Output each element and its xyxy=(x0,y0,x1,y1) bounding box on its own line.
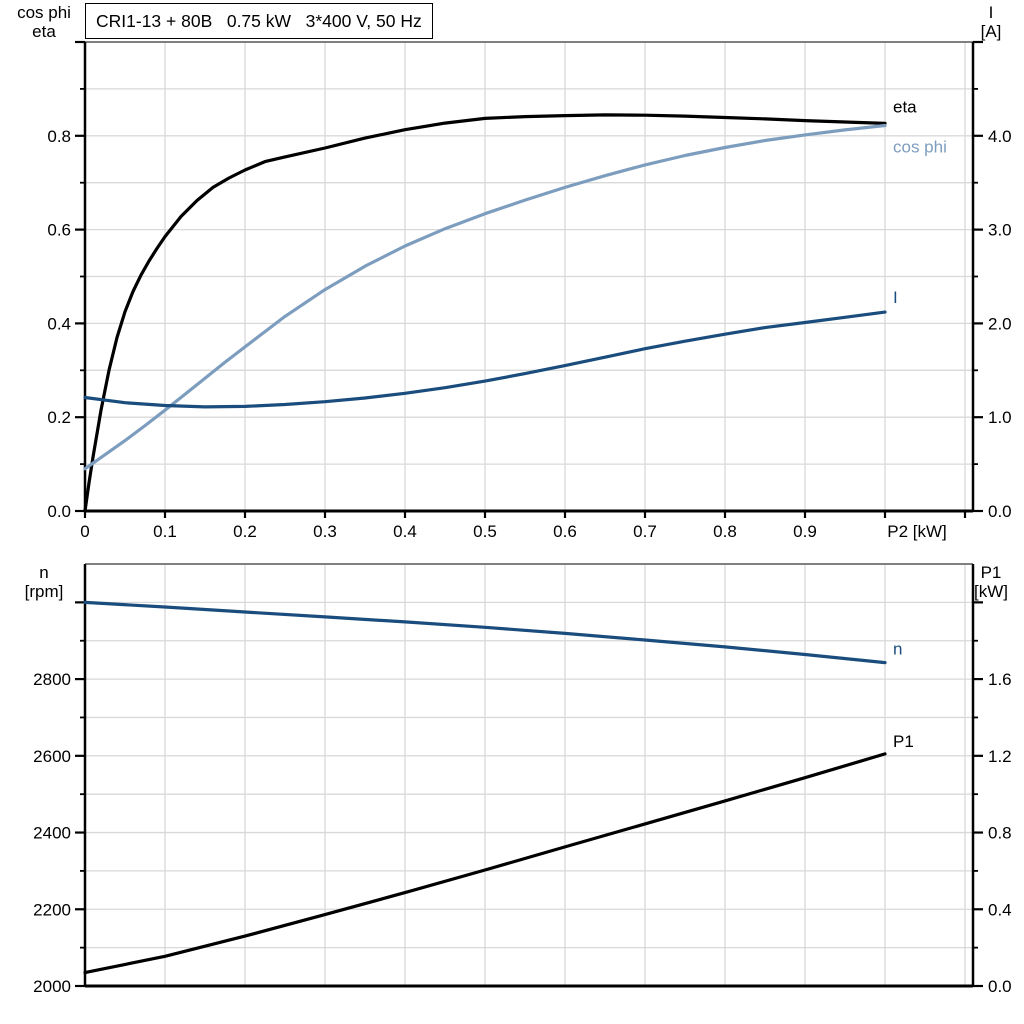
axis-title-line: [kW] xyxy=(974,582,1008,601)
left-axis-tick-label: 2000 xyxy=(33,977,71,996)
bottom-chart-left-axis-title: n [rpm] xyxy=(0,563,88,601)
right-axis-tick-label: 2.0 xyxy=(988,314,1012,333)
right-axis-tick-label: 1.0 xyxy=(988,408,1012,427)
series-label-eta: eta xyxy=(893,97,917,116)
axis-title-line: cos phi xyxy=(17,3,71,22)
right-axis-tick-label: 1.2 xyxy=(988,747,1012,766)
axis-title-line: P1 xyxy=(980,563,1002,582)
x-axis-tick-label: 0.4 xyxy=(393,522,417,541)
x-axis-tick-label: 0.8 xyxy=(713,522,737,541)
left-axis-tick-label: 0.2 xyxy=(47,408,71,427)
x-axis-tick-label: 0 xyxy=(80,522,89,541)
series-curve-P1 xyxy=(83,752,887,975)
left-axis-tick-label: 0.6 xyxy=(47,221,71,240)
series-curve-cos-phi xyxy=(83,123,887,471)
axis-title-line: [A] xyxy=(980,22,1002,41)
right-axis-tick-label: 0.0 xyxy=(988,502,1012,521)
series-curve-eta xyxy=(83,113,887,513)
right-axis-tick-label: 3.0 xyxy=(988,221,1012,240)
x-axis-unit-label: P2 [kW] xyxy=(887,522,947,541)
x-axis-tick-label: 0.7 xyxy=(633,522,657,541)
right-axis-tick-label: 0.4 xyxy=(988,900,1012,919)
x-axis-tick-label: 0.9 xyxy=(793,522,817,541)
left-axis-tick-label: 0.8 xyxy=(47,127,71,146)
left-axis-tick-label: 2800 xyxy=(33,670,71,689)
left-axis-tick-label: 2600 xyxy=(33,747,71,766)
axis-title-line: [rpm] xyxy=(24,582,64,601)
top-chart-left-axis-title: cos phi eta xyxy=(0,3,88,41)
x-axis-tick-label: 0.6 xyxy=(553,522,577,541)
top-chart-right-axis-title: I [A] xyxy=(958,3,1024,41)
series-curve-n xyxy=(83,600,887,665)
series-curve-I xyxy=(83,310,887,409)
left-axis-tick-label: 2400 xyxy=(33,824,71,843)
x-axis-tick-label: 0.1 xyxy=(153,522,177,541)
axis-title-line: I xyxy=(988,3,994,22)
x-axis-tick-label: 0.5 xyxy=(473,522,497,541)
left-axis-tick-label: 0.4 xyxy=(47,314,71,333)
series-label-P1: P1 xyxy=(893,732,914,751)
x-axis-tick-label: 0.3 xyxy=(313,522,337,541)
series-label-cos-phi: cos phi xyxy=(893,137,947,156)
left-axis-tick-label: 0.0 xyxy=(47,502,71,521)
axis-title-line: eta xyxy=(32,22,56,41)
bottom-chart-right-axis-title: P1 [kW] xyxy=(958,563,1024,601)
right-axis-tick-label: 1.6 xyxy=(988,670,1012,689)
series-label-I: I xyxy=(893,288,898,307)
right-axis-tick-label: 4.0 xyxy=(988,127,1012,146)
chart-title: CRI1-13 + 80B 0.75 kW 3*400 V, 50 Hz xyxy=(85,3,433,39)
axis-title-line: n xyxy=(39,563,49,582)
series-label-n: n xyxy=(893,640,902,659)
right-axis-tick-label: 0.0 xyxy=(988,977,1012,996)
left-axis-tick-label: 2200 xyxy=(33,900,71,919)
right-axis-tick-label: 0.8 xyxy=(988,824,1012,843)
x-axis-tick-label: 0.2 xyxy=(233,522,257,541)
